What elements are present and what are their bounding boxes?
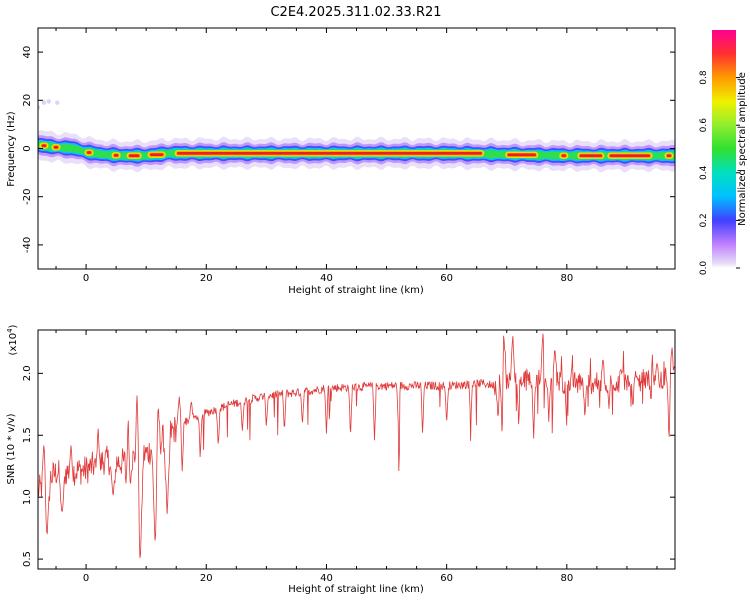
- spectrogram-hot-segment: [505, 151, 539, 159]
- spectrogram-y-tick-label: 0: [22, 145, 33, 151]
- spectrogram-hot-segment: [664, 152, 674, 159]
- spectrogram-hot-core: [579, 154, 603, 158]
- spectrogram-hot-segment: [607, 152, 653, 159]
- spectrogram-hot-segment: [39, 142, 49, 149]
- spectrogram-x-tick-label: 60: [440, 273, 453, 284]
- spectrogram-speck: [46, 99, 52, 104]
- snr-ticks: 0 20 40 60 80 0.5 1.0 1.5 2.0: [22, 330, 675, 584]
- colorbar-tick-label: 0.4: [699, 165, 709, 180]
- spectrogram-speck: [55, 100, 60, 105]
- snr-multiplier-exponent: 4: [6, 328, 14, 333]
- colorbar-label: Normalized spectral amplitude: [737, 72, 748, 226]
- spectrogram-x-axis-label: Height of straight line (km): [288, 285, 424, 296]
- spectrogram-hot-core: [609, 154, 651, 158]
- snr-x-tick-label: 60: [440, 573, 453, 584]
- snr-multiplier-close: ): [8, 324, 19, 328]
- spectrogram-y-tick-label: 20: [22, 94, 33, 107]
- colorbar: 0.0 0.2 0.4 0.6 0.8 Normalized spectral ampl…: [699, 30, 748, 275]
- spectrogram-hot-core: [53, 145, 59, 149]
- figure-title: C2E4.2025.311.02.33.R21: [270, 5, 441, 20]
- spectrogram-hot-core: [666, 154, 672, 158]
- spectrogram-ticks: 0 20 40 60 80 -40 -20 0 20 40: [22, 28, 675, 284]
- snr-multiplier: (x104): [6, 324, 19, 355]
- snr-y-tick-label: 2.0: [22, 365, 33, 381]
- spectrogram-hot-segment: [126, 152, 142, 159]
- spectrogram-x-tick-label: 40: [320, 273, 333, 284]
- spectrogram-hot-segment: [174, 150, 485, 157]
- colorbar-tick-label: 0.6: [699, 118, 709, 133]
- spectrogram-hot-core: [128, 154, 140, 158]
- spectrogram-data: [38, 99, 675, 173]
- spectrogram-hot-core: [86, 151, 92, 154]
- spectrogram-y-tick-label: 40: [22, 46, 33, 59]
- spectrogram-y-tick-label: -20: [22, 189, 33, 205]
- colorbar-tick-label: 0.2: [699, 213, 709, 227]
- spectrogram-x-tick-label: 20: [200, 273, 213, 284]
- snr-panel: 0 20 40 60 80 0.5 1.0 1.5 2.0 (x104) Height of s…: [6, 324, 676, 595]
- spectrogram-hot-core: [113, 154, 119, 157]
- snr-x-tick-label: 0: [83, 573, 89, 584]
- snr-y-tick-label: 0.5: [22, 551, 33, 567]
- spectrogram-panel: 0 20 40 60 80 -40 -20 0 20 40 Height of straight …: [6, 27, 676, 296]
- spectrogram-x-tick-label: 0: [83, 273, 89, 284]
- spectrogram-speck: [41, 100, 47, 105]
- colorbar-tick-label: 0.0: [699, 261, 709, 276]
- snr-x-axis-label: Height of straight line (km): [288, 584, 424, 595]
- snr-y-axis-label: SNR (10 * v/v): [6, 413, 17, 484]
- snr-series-line: [38, 333, 675, 558]
- snr-y-tick-label: 1.0: [22, 489, 33, 505]
- colorbar-tick-label: 0.8: [699, 70, 709, 85]
- snr-x-tick-label: 80: [560, 573, 573, 584]
- spectrogram-hot-segment: [51, 144, 61, 151]
- spectrogram-x-tick-label: 80: [560, 273, 573, 284]
- snr-plot-area: [38, 330, 675, 569]
- spectrogram-y-axis-label: Frequency (Hz): [6, 111, 17, 187]
- snr-multiplier-text: (x10: [8, 333, 19, 356]
- spectrogram-hot-segment: [577, 152, 605, 159]
- spectrogram-hot-core: [41, 144, 47, 147]
- snr-x-tick-label: 20: [200, 573, 213, 584]
- spectrogram-hot-core: [177, 152, 482, 155]
- spectrogram-hot-core: [561, 154, 567, 157]
- spectrogram-hot-core: [149, 153, 164, 156]
- snr-y-tick-label: 1.5: [22, 427, 33, 443]
- spectrogram-hot-core: [507, 153, 536, 157]
- spectrogram-y-tick-label: -40: [22, 237, 33, 253]
- snr-x-tick-label: 40: [320, 573, 333, 584]
- spectrogram-speck: [38, 105, 41, 110]
- spectrogram-hot-segment: [147, 151, 166, 158]
- spectrogram-hot-segment: [111, 152, 121, 159]
- spectrogram-hot-segment: [559, 152, 569, 159]
- colorbar-scale: [712, 30, 736, 268]
- colorbar-ticks: 0.0 0.2 0.4 0.6 0.8: [699, 70, 740, 275]
- spectrogram-hot-segment: [84, 149, 94, 156]
